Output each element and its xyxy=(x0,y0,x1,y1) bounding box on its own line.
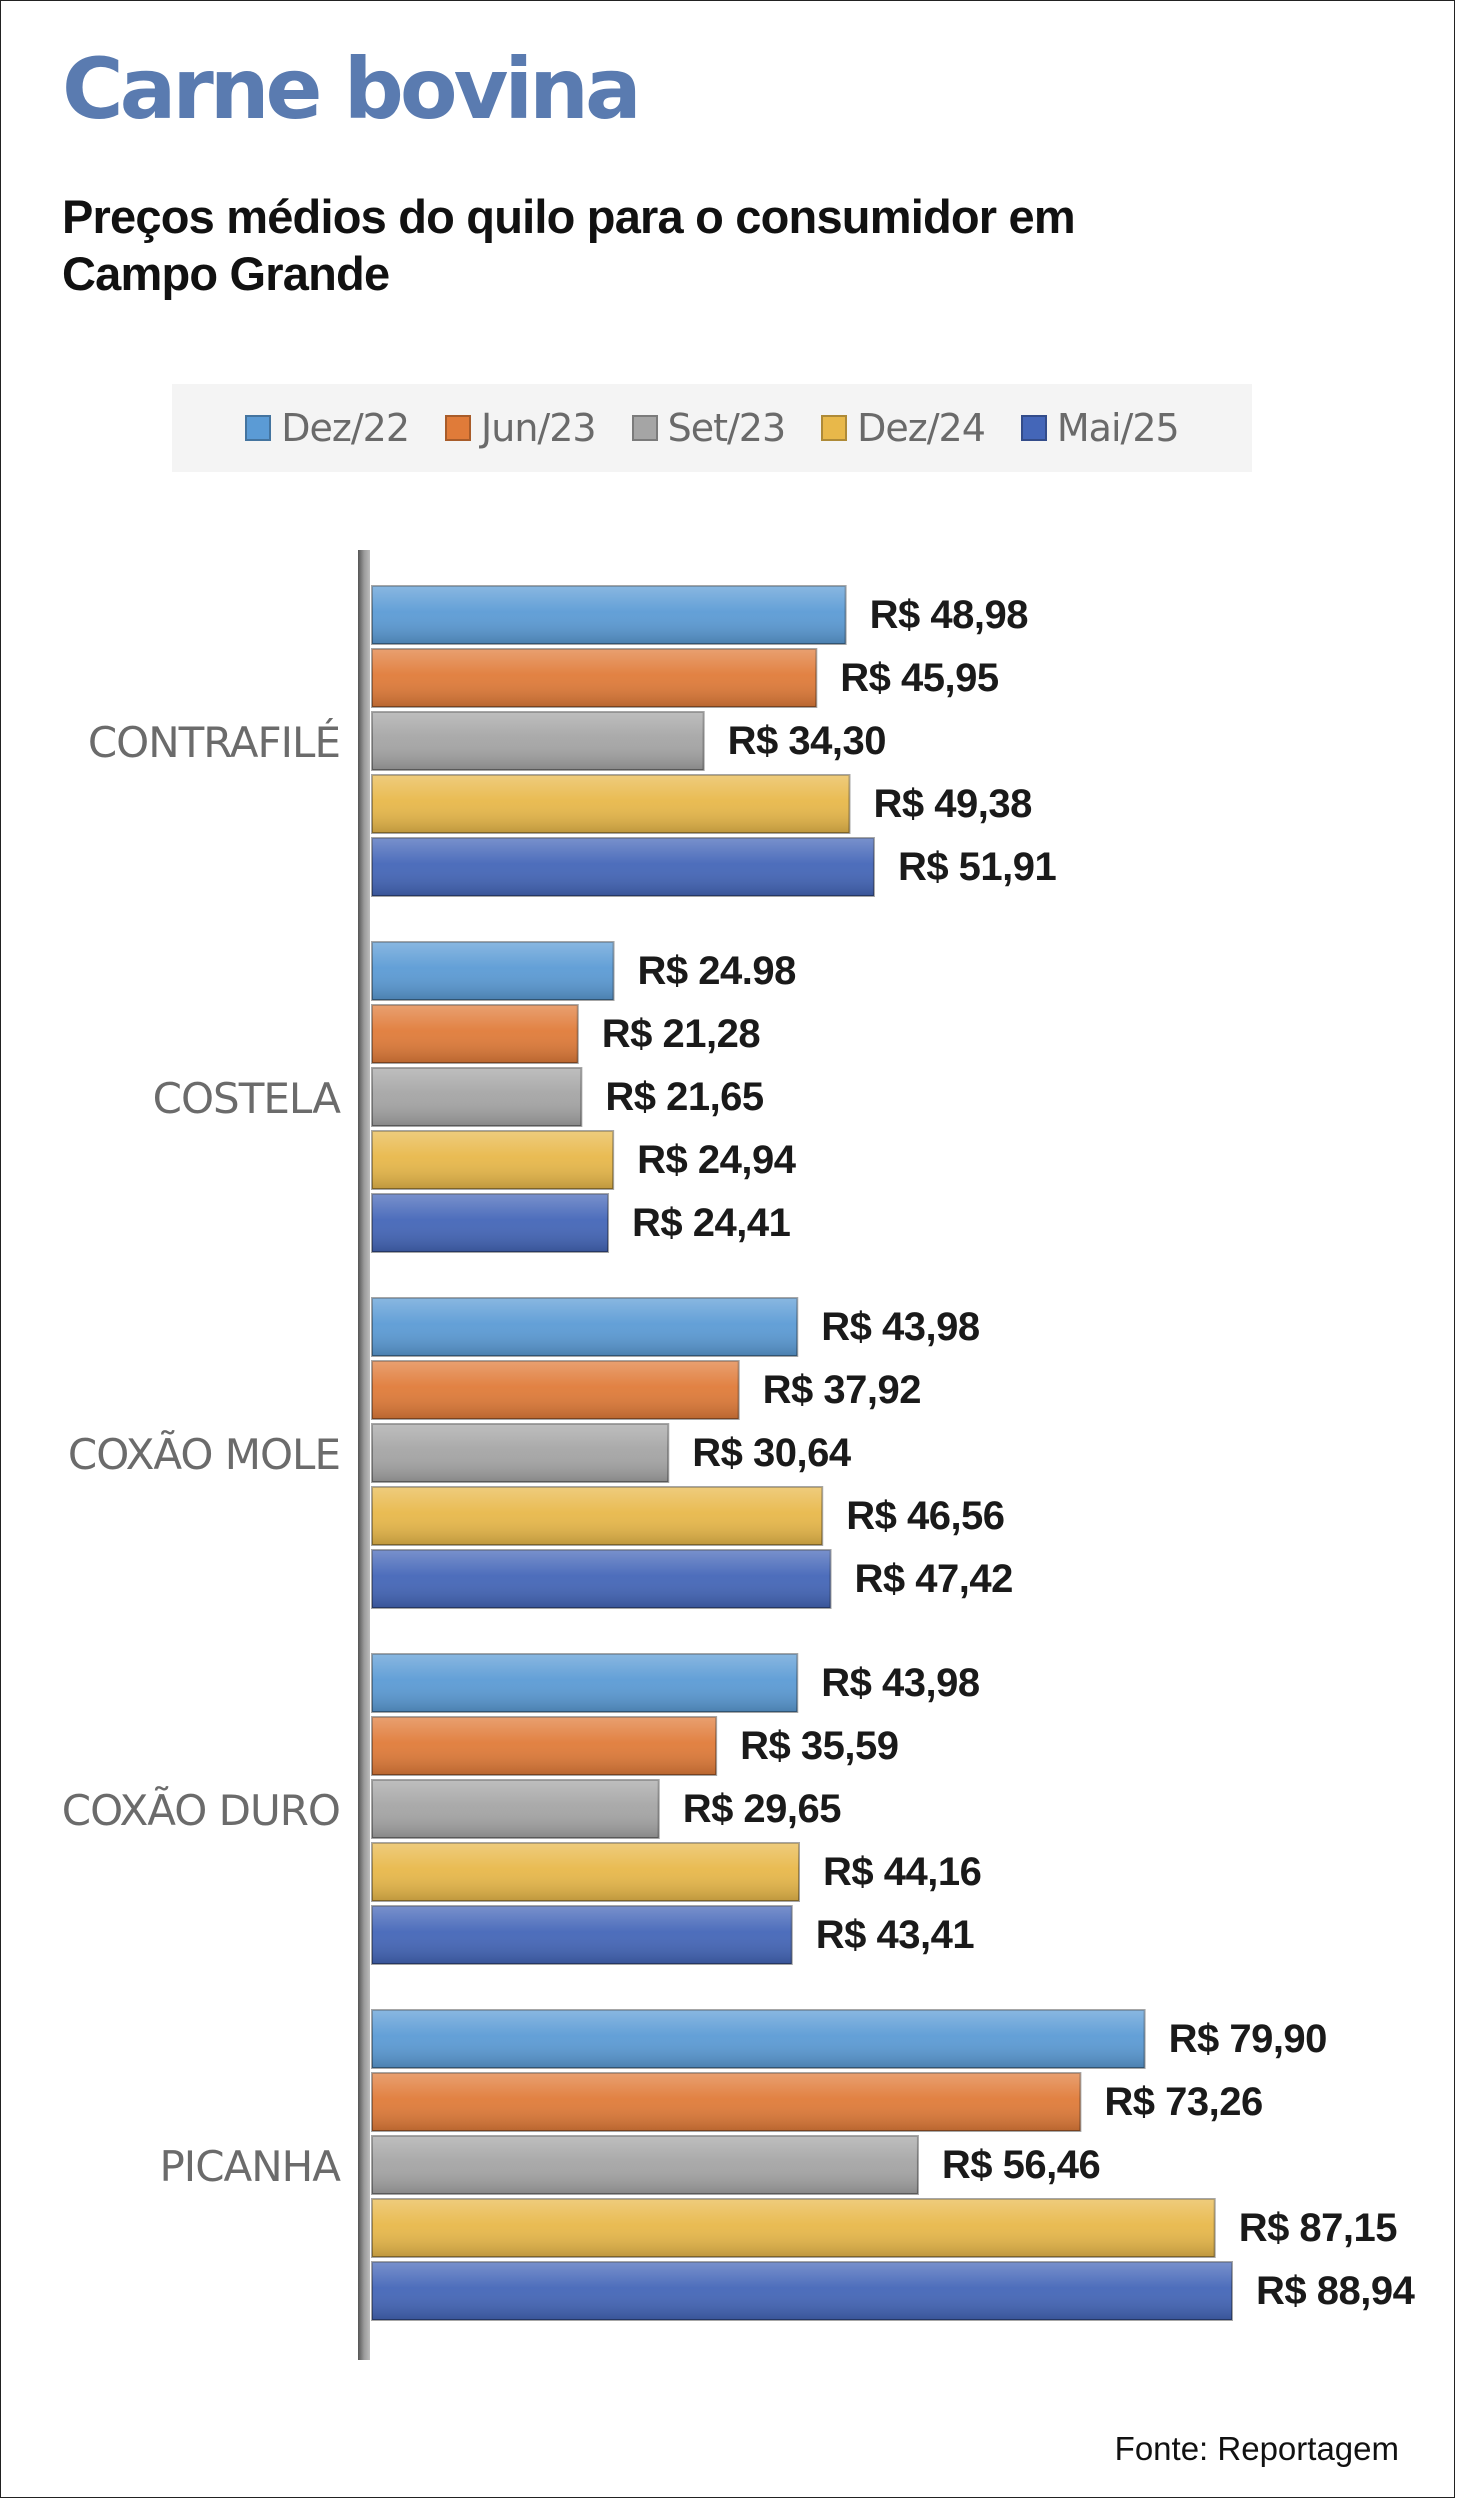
data-label: R$ 24.98 xyxy=(638,949,797,993)
data-label: R$ 45,95 xyxy=(840,656,999,700)
y-axis-wall xyxy=(358,550,370,2360)
bar-shading xyxy=(372,649,817,707)
bar-shading xyxy=(372,1361,739,1419)
category-label: COXÃO MOLE xyxy=(68,1429,340,1479)
data-label: R$ 43,98 xyxy=(821,1661,980,1705)
legend-label: Dez/22 xyxy=(281,406,410,450)
data-label: R$ 88,94 xyxy=(1256,2269,1416,2313)
data-label: R$ 87,15 xyxy=(1239,2206,1398,2250)
bar-shading xyxy=(372,775,850,833)
source-note: Fonte: Reportagem xyxy=(1114,2430,1399,2467)
bar-shading xyxy=(372,1424,669,1482)
legend-swatch xyxy=(821,415,848,441)
data-label: R$ 56,46 xyxy=(942,2143,1100,2187)
category-label: COSTELA xyxy=(153,1074,342,1123)
bar-shading xyxy=(372,838,874,896)
data-label: R$ 46,56 xyxy=(846,1494,1004,1538)
bar-shading xyxy=(372,2010,1145,2068)
data-label: R$ 35,59 xyxy=(740,1724,898,1768)
data-label: R$ 29,65 xyxy=(683,1787,842,1831)
data-label: R$ 47,42 xyxy=(855,1557,1013,1601)
category-label: CONTRAFILÉ xyxy=(88,717,340,767)
data-label: R$ 43,98 xyxy=(821,1305,980,1349)
bar-shading xyxy=(372,1780,659,1838)
bar-shading xyxy=(372,1487,823,1545)
legend-label: Dez/24 xyxy=(857,406,986,450)
bar-shading xyxy=(372,1906,792,1964)
bar-shading xyxy=(372,1654,798,1712)
bar-shading xyxy=(372,1131,614,1189)
data-label: R$ 79,90 xyxy=(1169,2017,1327,2061)
legend-swatch xyxy=(245,415,272,441)
data-label: R$ 24,41 xyxy=(632,1201,791,1245)
data-label: R$ 30,64 xyxy=(692,1431,852,1475)
legend-label: Mai/25 xyxy=(1056,406,1180,450)
legend-label: Jun/23 xyxy=(481,406,597,450)
bar-shading xyxy=(372,942,614,1000)
bar-shading xyxy=(372,1550,831,1608)
category-label: PICANHA xyxy=(159,2142,341,2191)
bar-shading xyxy=(372,586,846,644)
legend-swatch xyxy=(631,415,658,441)
chart-subtitle: Preços médios do quilo para o consumidor… xyxy=(62,190,1076,300)
chart-legend: Dez/22 Jun/23 Set/23 Dez/24 Mai/25 xyxy=(172,384,1252,472)
legend-item: Jun/23 xyxy=(445,406,597,450)
bar-chart: CONTRAFILÉ R$ 48,98 R$ 45,95 R$ 34,30 R$ 49,… xyxy=(62,550,1419,2360)
bar-shading xyxy=(372,1068,582,1126)
chart-title: Carne bovina xyxy=(62,40,642,138)
bar-shading xyxy=(372,712,704,770)
legend-label: Set/23 xyxy=(667,406,787,450)
data-label: R$ 44,16 xyxy=(823,1850,981,1894)
data-label: R$ 21,28 xyxy=(602,1012,761,1056)
data-label: R$ 37,92 xyxy=(763,1368,921,1412)
bar-shading xyxy=(372,1843,800,1901)
bar-shading xyxy=(372,1717,717,1775)
data-label: R$ 51,91 xyxy=(898,845,1057,889)
legend-item: Dez/22 xyxy=(245,406,410,450)
data-label: R$ 21,65 xyxy=(605,1075,764,1119)
data-label: R$ 34,30 xyxy=(728,719,886,763)
data-label: R$ 73,26 xyxy=(1104,2080,1262,2124)
bar-shading xyxy=(372,2136,918,2194)
bar-shading xyxy=(372,2073,1081,2131)
bar-shading xyxy=(372,2199,1215,2257)
data-label: R$ 24,94 xyxy=(637,1138,797,1182)
legend-item: Mai/25 xyxy=(1020,406,1180,450)
legend-swatch xyxy=(1020,415,1047,441)
legend-item: Dez/24 xyxy=(821,406,986,450)
bar-shading xyxy=(372,1005,578,1063)
bar-shading xyxy=(372,1194,609,1252)
category-label: COXÃO DURO xyxy=(62,1785,340,1835)
data-label: R$ 49,38 xyxy=(873,782,1032,826)
bar-shading xyxy=(372,2262,1232,2320)
legend-swatch xyxy=(445,415,472,441)
data-label: R$ 43,41 xyxy=(816,1913,975,1957)
data-label: R$ 48,98 xyxy=(870,593,1029,637)
bar-shading xyxy=(372,1298,798,1356)
legend-item: Set/23 xyxy=(631,406,787,450)
